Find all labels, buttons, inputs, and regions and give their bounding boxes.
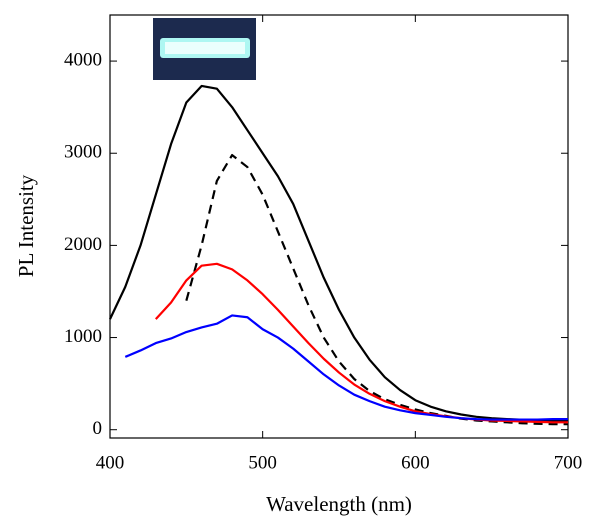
x-tick-label: 400 (96, 452, 125, 473)
x-tick-label: 600 (401, 452, 430, 473)
series-line (154, 262, 568, 424)
y-tick-label: 1000 (64, 326, 102, 347)
series-line (185, 153, 568, 426)
inset-bar (165, 42, 245, 54)
x-tick-label: 700 (554, 452, 583, 473)
series-line (109, 84, 569, 423)
y-axis-title: PL Intensity (14, 174, 38, 277)
x-axis-title: Wavelength (nm) (266, 492, 412, 516)
series-line (124, 314, 568, 421)
plot-frame (109, 14, 569, 439)
y-tick-label: 3000 (64, 142, 102, 163)
y-tick-label: 4000 (64, 49, 102, 70)
x-tick-label: 500 (248, 452, 277, 473)
inset-photo (153, 18, 256, 80)
y-tick-label: 2000 (64, 234, 102, 255)
y-tick-label: 0 (93, 418, 103, 439)
